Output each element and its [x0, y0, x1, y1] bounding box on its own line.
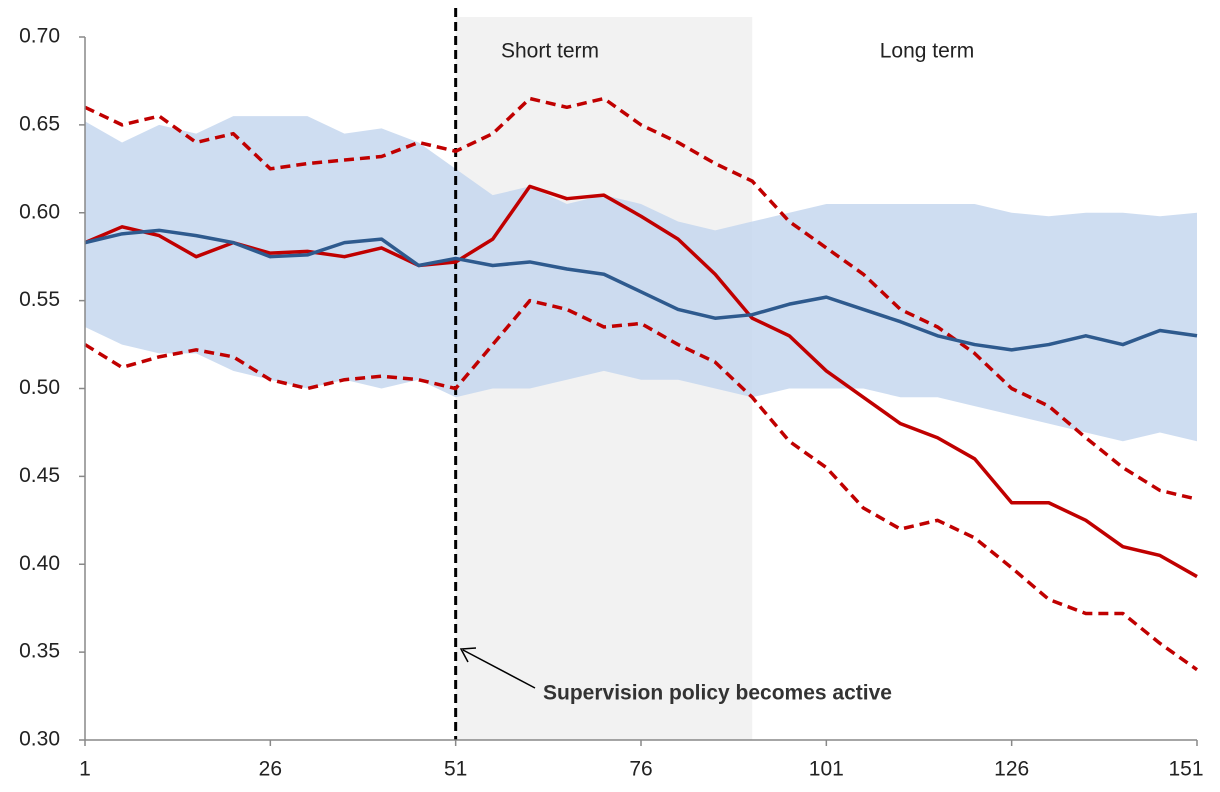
y-tick-label: 0.45	[19, 464, 60, 487]
policy-annotation: Supervision policy becomes active	[543, 682, 892, 705]
dashed-line	[84, 96, 1198, 501]
y-tick-label: 0.30	[19, 728, 60, 751]
y-tick-label: 0.60	[19, 200, 60, 223]
lines-layer	[84, 8, 1199, 740]
dashed-line	[84, 298, 1199, 672]
confidence-band	[85, 116, 1197, 442]
long-term-label: Long term	[880, 40, 975, 63]
x-tick-label: 26	[259, 758, 282, 781]
y-tick-label: 0.55	[19, 288, 60, 311]
x-tick-label: 76	[629, 758, 652, 781]
y-tick-label: 0.70	[19, 25, 60, 48]
band-layer	[85, 116, 1197, 442]
line	[84, 184, 1198, 579]
short-term-label: Short term	[501, 40, 599, 63]
axes-layer: 0.300.350.400.450.500.550.600.650.701 26 5…	[19, 25, 1203, 781]
x-tick-label: 126	[994, 758, 1029, 781]
line	[84, 228, 1198, 352]
annotation-arrowhead	[459, 647, 477, 663]
y-tick-label: 0.65	[19, 112, 60, 135]
y-tick-label: 0.40	[19, 552, 60, 575]
x-tick-label: 51	[444, 758, 467, 781]
y-tick-label: 0.50	[19, 376, 60, 399]
annotation-arrow	[462, 649, 536, 689]
x-tick-label: 101	[809, 758, 844, 781]
x-tick-label: 1	[79, 758, 91, 781]
x-tick-label: 151	[1168, 758, 1203, 781]
y-tick-label: 0.35	[19, 640, 60, 663]
